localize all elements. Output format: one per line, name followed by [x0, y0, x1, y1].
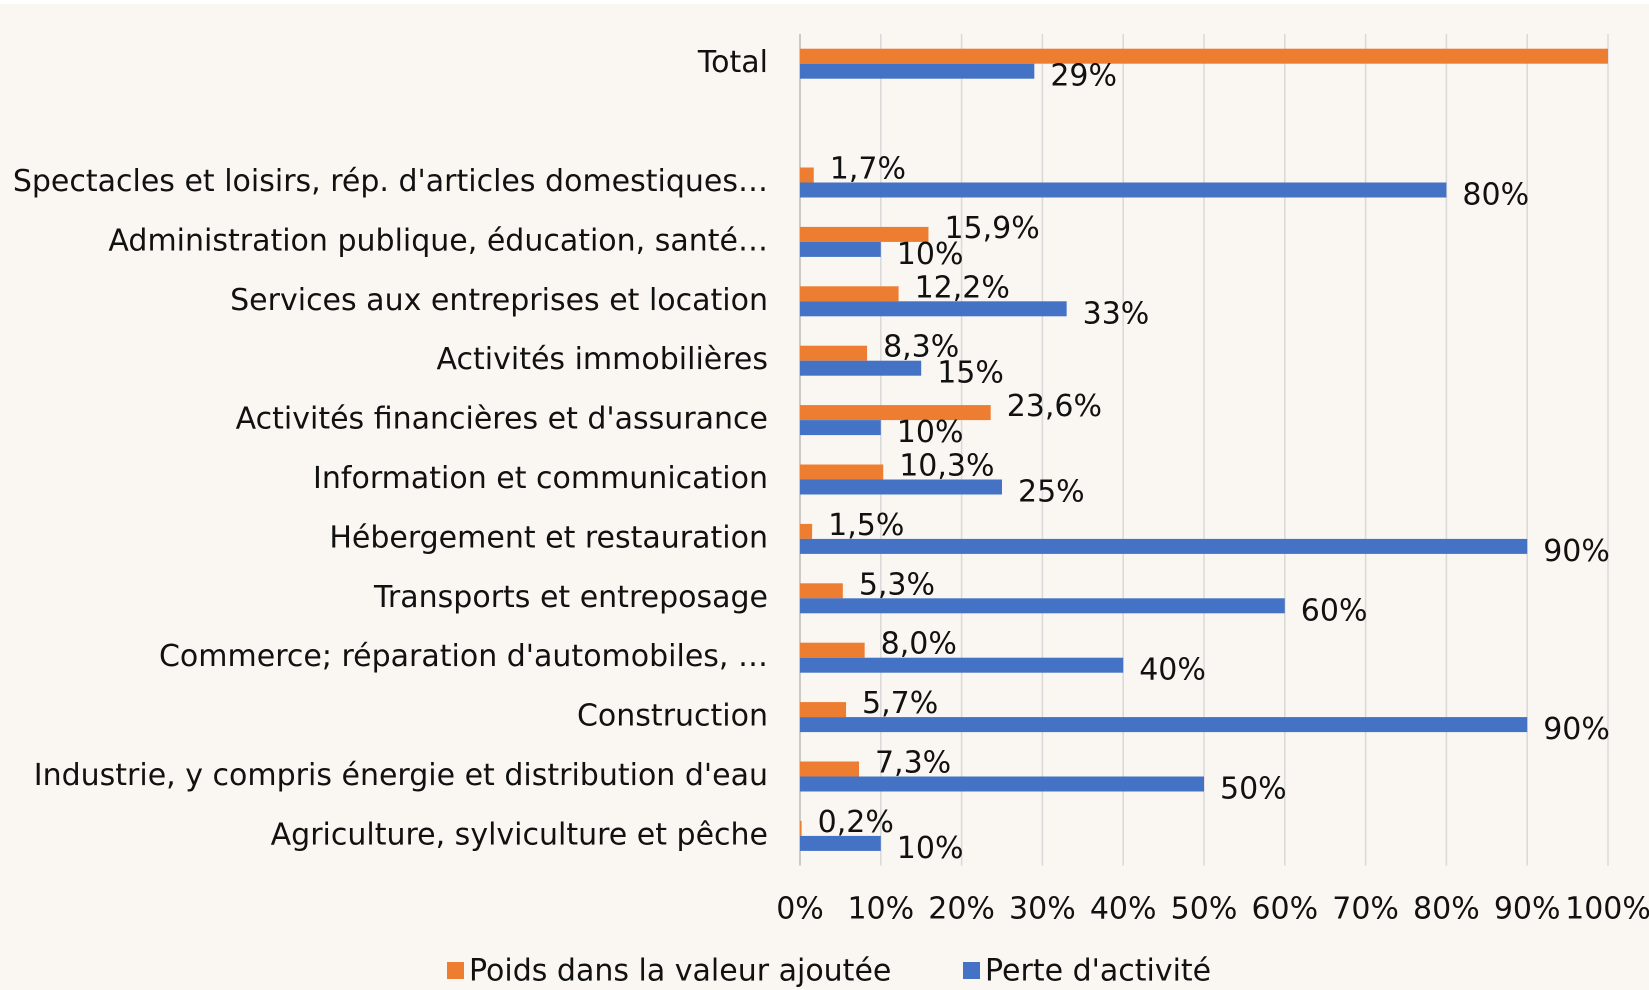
bar [800, 583, 843, 599]
x-tick-label: 70% [1332, 892, 1399, 927]
bar [800, 405, 991, 421]
bar [800, 657, 1124, 673]
legend-label: Poids dans la valeur ajoutée [469, 954, 891, 989]
bar [800, 717, 1528, 733]
data-label: 10,3% [899, 449, 994, 484]
y-tick-label: Services aux entreprises et location [230, 283, 768, 318]
bar [800, 48, 1608, 64]
data-label: 5,3% [859, 567, 935, 602]
x-tick-label: 10% [847, 892, 914, 927]
bar [800, 167, 814, 183]
bar [800, 63, 1035, 79]
y-tick-label: Activités financières et d'assurance [236, 402, 768, 437]
data-label: 10% [897, 237, 964, 272]
bar [800, 598, 1285, 614]
data-label: 25% [1018, 475, 1085, 510]
y-tick-label: Construction [577, 699, 768, 734]
data-label: 40% [1139, 653, 1206, 688]
bar [800, 420, 881, 436]
data-label: 8,3% [883, 330, 959, 365]
data-label: 29% [1050, 59, 1117, 94]
data-label: 90% [1543, 534, 1610, 569]
data-label: 15,9% [944, 211, 1039, 246]
y-tick-label: Hébergement et restauration [329, 520, 768, 555]
data-label: 80% [1462, 178, 1529, 213]
data-label: 1,7% [830, 152, 906, 187]
data-label: 10% [897, 831, 964, 866]
x-tick-label: 50% [1171, 892, 1238, 927]
bar [800, 761, 859, 777]
y-tick-label: Activités immobilières [437, 342, 768, 377]
bar [800, 241, 881, 257]
bar [800, 538, 1528, 554]
data-label: 5,7% [862, 686, 938, 721]
x-tick-label: 60% [1251, 892, 1318, 927]
x-tick-label: 30% [1009, 892, 1076, 927]
x-tick-label: 90% [1494, 892, 1561, 927]
data-label: 1,5% [828, 508, 904, 543]
bar [800, 226, 929, 242]
bar [800, 479, 1002, 495]
y-tick-label: Information et communication [313, 461, 768, 496]
data-label: 12,2% [915, 270, 1010, 305]
data-label: 7,3% [875, 746, 951, 781]
bar [800, 301, 1067, 317]
y-tick-label: Spectacles et loisirs, rép. d'articles d… [13, 164, 768, 199]
data-label: 33% [1083, 296, 1150, 331]
data-label: 60% [1301, 593, 1368, 628]
legend-swatch [447, 962, 464, 979]
x-tick-label: 100% [1565, 892, 1649, 927]
data-label: 10% [897, 415, 964, 450]
data-label: 8,0% [881, 627, 957, 662]
y-tick-label: Industrie, y compris énergie et distribu… [34, 758, 768, 793]
x-tick-label: 20% [928, 892, 995, 927]
bar [800, 286, 899, 302]
y-tick-label: Total [697, 45, 768, 80]
data-label: 50% [1220, 772, 1287, 807]
legend-label: Perte d'activité [985, 954, 1211, 989]
y-tick-label: Agriculture, sylviculture et pêche [271, 817, 768, 852]
bar [800, 345, 868, 361]
bar [800, 642, 865, 658]
data-label: 23,6% [1007, 389, 1102, 424]
bar [800, 360, 922, 376]
y-tick-label: Commerce; réparation d'automobiles, … [159, 639, 768, 674]
x-tick-label: 0% [776, 892, 824, 927]
y-tick-label: Transports et entreposage [373, 580, 768, 615]
data-label: 0,2% [818, 805, 894, 840]
bar [800, 820, 802, 836]
legend-swatch [963, 962, 980, 979]
x-tick-label: 80% [1413, 892, 1480, 927]
y-tick-label: Administration publique, éducation, sant… [108, 223, 768, 258]
bar [800, 835, 881, 851]
data-label: 15% [937, 356, 1004, 391]
bar [800, 523, 813, 539]
bar [800, 702, 847, 718]
bar [800, 182, 1447, 198]
bar [800, 776, 1204, 792]
x-tick-label: 40% [1090, 892, 1157, 927]
chart-background [0, 4, 1649, 990]
bar [800, 464, 884, 480]
data-label: 90% [1543, 712, 1610, 747]
